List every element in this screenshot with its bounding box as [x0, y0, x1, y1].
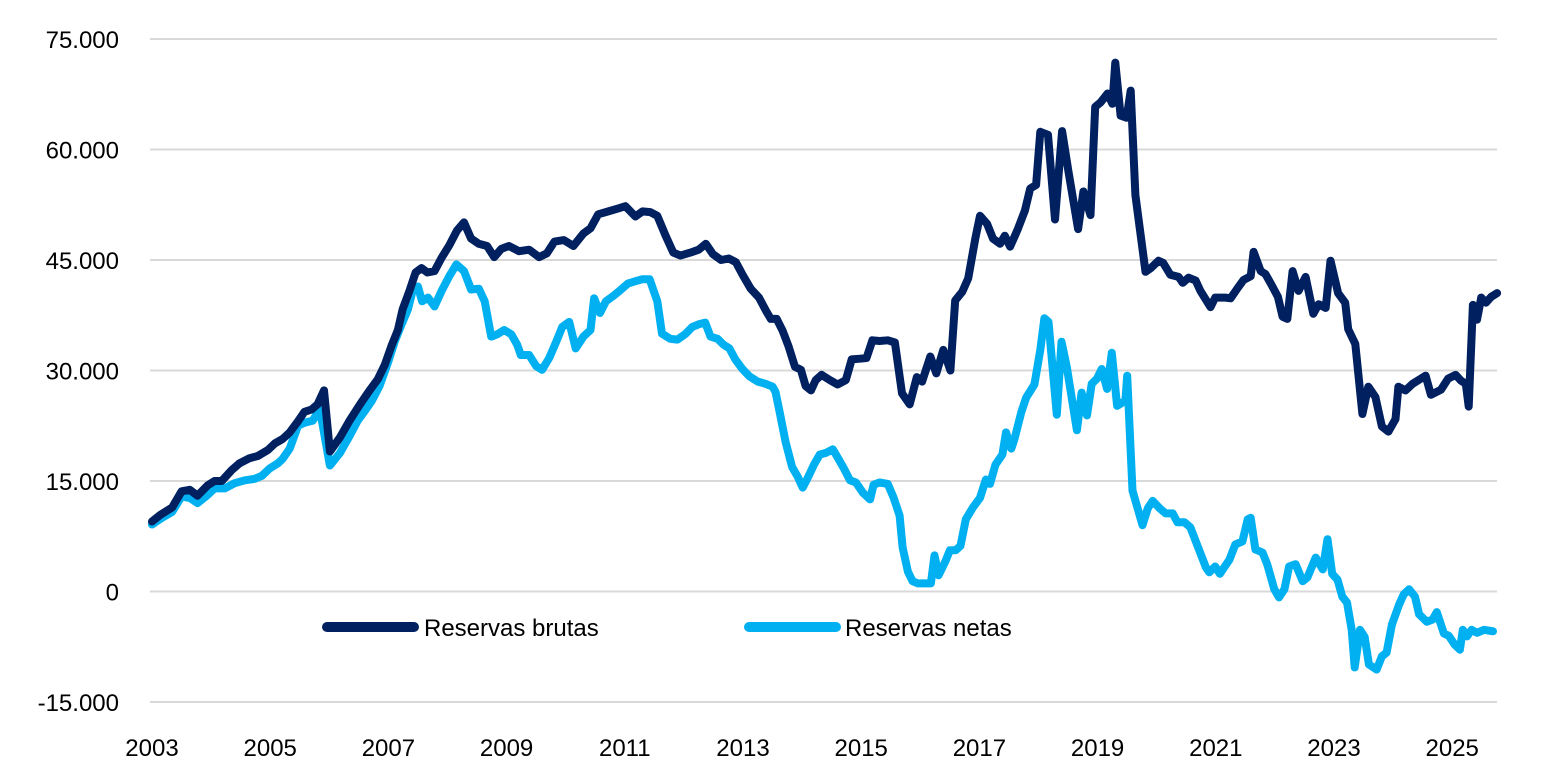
y-tick-label: -15.000: [38, 690, 119, 717]
y-tick-label: 45.000: [46, 248, 119, 275]
x-tick-label: 2025: [1426, 735, 1479, 762]
legend-item-reservas-netas: Reservas netas: [744, 615, 1012, 642]
y-axis-tick-labels: 75.000 60.000 45.000 30.000 15.000 0 -15.000: [38, 27, 119, 717]
x-tick-label: 2003: [125, 735, 178, 762]
x-tick-label: 2019: [1071, 735, 1124, 762]
x-tick-label: 2021: [1189, 735, 1242, 762]
series-line-reservas-netas: [148, 260, 1497, 674]
x-tick-label: 2011: [599, 735, 651, 762]
x-tick-label: 2009: [480, 735, 533, 762]
gridlines: [150, 38, 1497, 703]
x-axis-tick-labels: 2003 2005 2007 2009 2011 2013 2015 2017 2019 2021…: [125, 735, 1479, 762]
legend-label-reservas-brutas: Reservas brutas: [424, 615, 599, 642]
x-tick-label: 2007: [362, 735, 415, 762]
x-tick-label: 2023: [1307, 735, 1360, 762]
x-tick-label: 2005: [244, 735, 297, 762]
series-lines: [148, 58, 1502, 674]
legend-item-reservas-brutas: Reservas brutas: [322, 615, 599, 642]
legend: Reservas brutas Reservas netas: [322, 615, 1012, 642]
series-line-reservas-brutas: [148, 58, 1502, 526]
legend-label-reservas-netas: Reservas netas: [845, 615, 1012, 642]
x-tick-label: 2013: [716, 735, 769, 762]
y-tick-label: 75.000: [46, 27, 119, 54]
x-tick-label: 2015: [835, 735, 888, 762]
y-tick-label: 0: [106, 580, 119, 607]
y-tick-label: 60.000: [46, 138, 119, 165]
y-tick-label: 30.000: [46, 359, 119, 386]
y-tick-label: 15.000: [46, 469, 119, 496]
x-tick-label: 2017: [953, 735, 1006, 762]
